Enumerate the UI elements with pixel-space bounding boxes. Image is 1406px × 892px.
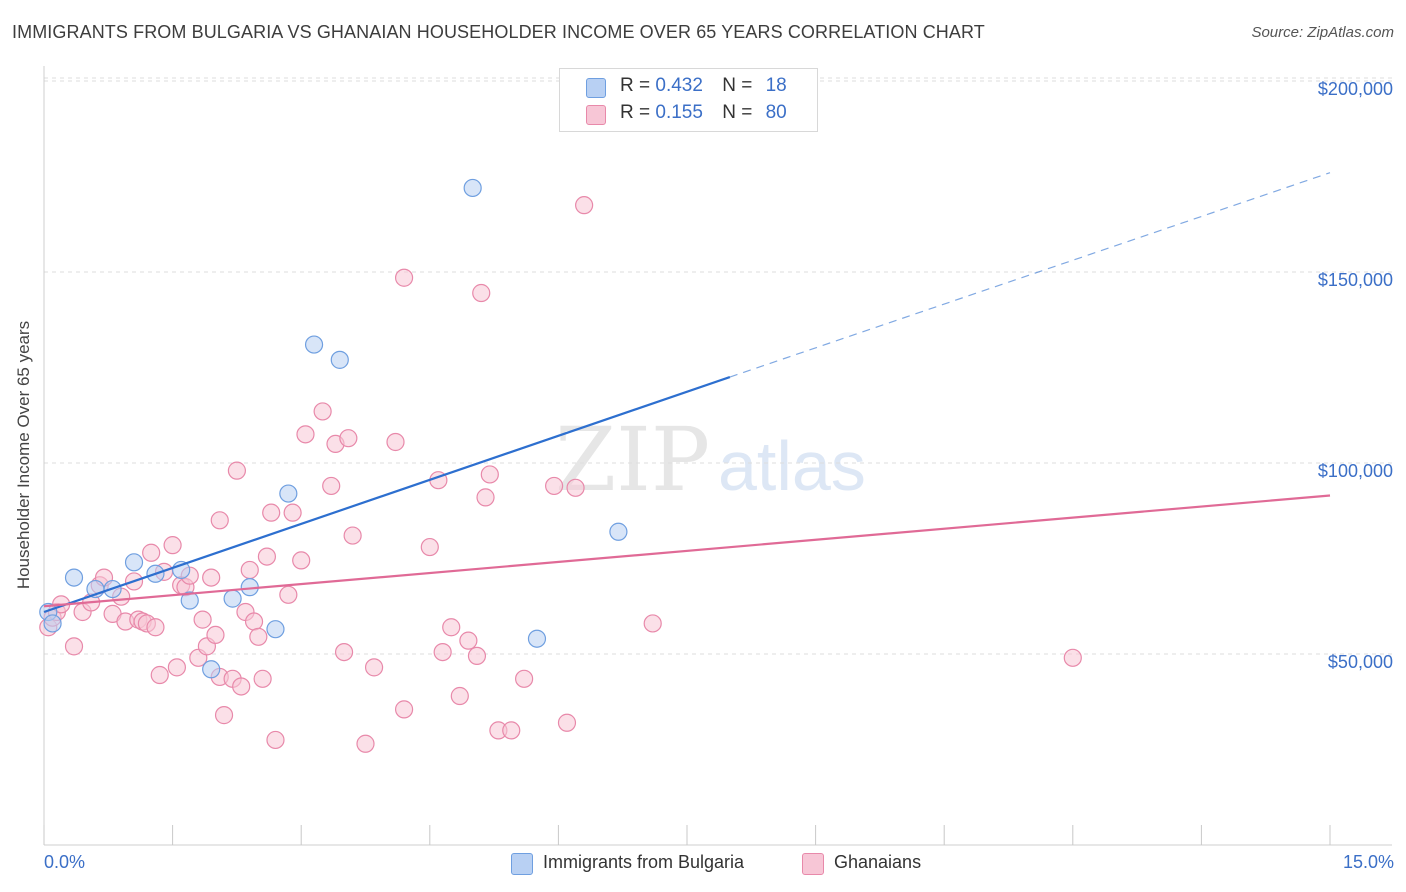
bottom-legend-label: Immigrants from Bulgaria [543, 852, 745, 872]
ghanaian-point [283, 503, 302, 522]
ghanaian-point [193, 610, 212, 629]
bottom-legend-label: Ghanaians [834, 852, 922, 872]
ghanaian-point [266, 730, 285, 750]
x-tick-label-max: 15.0% [1342, 852, 1394, 872]
ghanaian-point [442, 618, 461, 637]
ghanaian-point [356, 734, 375, 753]
legend-swatch-pink [586, 105, 606, 125]
bottom-legend-swatch-blue [511, 853, 533, 875]
ghanaian-point [334, 642, 354, 662]
bulgaria-point [223, 589, 242, 608]
ghanaian-point [210, 511, 229, 530]
ghanaian-point [339, 429, 358, 448]
bulgaria-point [609, 522, 628, 541]
bulgaria-point [304, 335, 324, 354]
ghanaian-point [244, 612, 264, 631]
y-tick-label: $150,000 [1318, 270, 1393, 290]
ghanaian-point [146, 618, 165, 637]
ghanaian-point [249, 627, 268, 646]
ghanaian-point [502, 721, 521, 740]
ghanaian-point [364, 658, 384, 677]
ghanaian-point [214, 706, 234, 725]
y-tick-label: $200,000 [1318, 79, 1393, 99]
bulgaria-point [463, 178, 482, 198]
bulgaria-point [266, 620, 285, 639]
ghanaian-point [227, 461, 246, 480]
ghanaian-point [459, 631, 478, 650]
bulgaria-point [279, 484, 298, 503]
ghanaian-point [476, 488, 495, 507]
ghanaian-point [566, 478, 585, 497]
ghanaian-point [206, 625, 225, 645]
ghanaian-point [1063, 648, 1082, 667]
ghanaian-point [643, 614, 662, 633]
ghanaian-trend-line [43, 494, 1331, 608]
ghanaian-point [450, 686, 469, 706]
watermark-atlas: atlas [718, 427, 866, 505]
y-tick-label: $100,000 [1318, 461, 1393, 481]
bulgaria-trend-extension [729, 172, 1331, 378]
legend-r-value: 0.432 [655, 75, 703, 96]
ghanaian-point [386, 432, 405, 452]
correlation-legend: R = 0.432 N = 18 R = 0.155 N = 80 [559, 68, 818, 132]
ghanaian-point [253, 669, 272, 688]
legend-n-value: 80 [765, 102, 787, 123]
ghanaian-point [296, 425, 315, 444]
ghanaian-point [575, 196, 594, 215]
ghanaian-point [292, 551, 311, 570]
ghanaian-point [202, 568, 221, 587]
source-label: Source: ZipAtlas.com [1251, 24, 1394, 41]
x-tick-label-min: 0.0% [44, 852, 86, 872]
ghanaian-point [343, 526, 362, 545]
bulgaria-point [527, 629, 547, 648]
ghanaian-point [64, 637, 84, 656]
bottom-legend-swatch-pink [802, 853, 824, 875]
ghanaian-point [515, 669, 534, 688]
y-tick-label: $50,000 [1328, 652, 1393, 672]
legend-n-label: N = [722, 102, 753, 123]
ghanaian-point [472, 283, 491, 303]
ghanaian-point [322, 476, 341, 496]
ghanaian-point [167, 658, 186, 677]
ghanaian-point [394, 700, 414, 719]
ghanaian-point [467, 646, 487, 666]
legend-r-value: 0.155 [655, 102, 703, 123]
ghanaian-point [232, 677, 251, 696]
legend-swatch-blue [586, 78, 606, 98]
ghanaian-point [557, 713, 577, 732]
bulgaria-point [43, 614, 62, 633]
bulgaria-point [124, 553, 144, 572]
bulgaria-point [64, 568, 84, 587]
ghanaian-point [163, 536, 182, 555]
bulgaria-point [202, 660, 221, 679]
ghanaian-point [480, 465, 499, 484]
legend-r-label: R = [620, 75, 651, 96]
ghanaian-point [142, 543, 161, 562]
bulgaria-point [330, 350, 349, 369]
ghanaian-point [257, 547, 277, 566]
legend-n-label: N = [722, 75, 753, 96]
legend-r-label: R = [620, 102, 651, 123]
ghanaian-point [150, 665, 169, 685]
ghanaian-point [240, 560, 259, 580]
ghanaian-point [279, 585, 298, 604]
ghanaian-point [313, 402, 332, 421]
bulgaria-point [180, 591, 199, 610]
legend-n-value: 18 [765, 75, 787, 96]
ghanaian-point [420, 537, 439, 557]
chart-title: IMMIGRANTS FROM BULGARIA VS GHANAIAN HOU… [12, 22, 985, 42]
ghanaian-point [262, 503, 281, 522]
ghanaian-point [433, 642, 452, 662]
ghanaian-point [394, 268, 414, 287]
bulgaria-trend-line [43, 376, 731, 614]
ghanaian-point [545, 476, 564, 496]
